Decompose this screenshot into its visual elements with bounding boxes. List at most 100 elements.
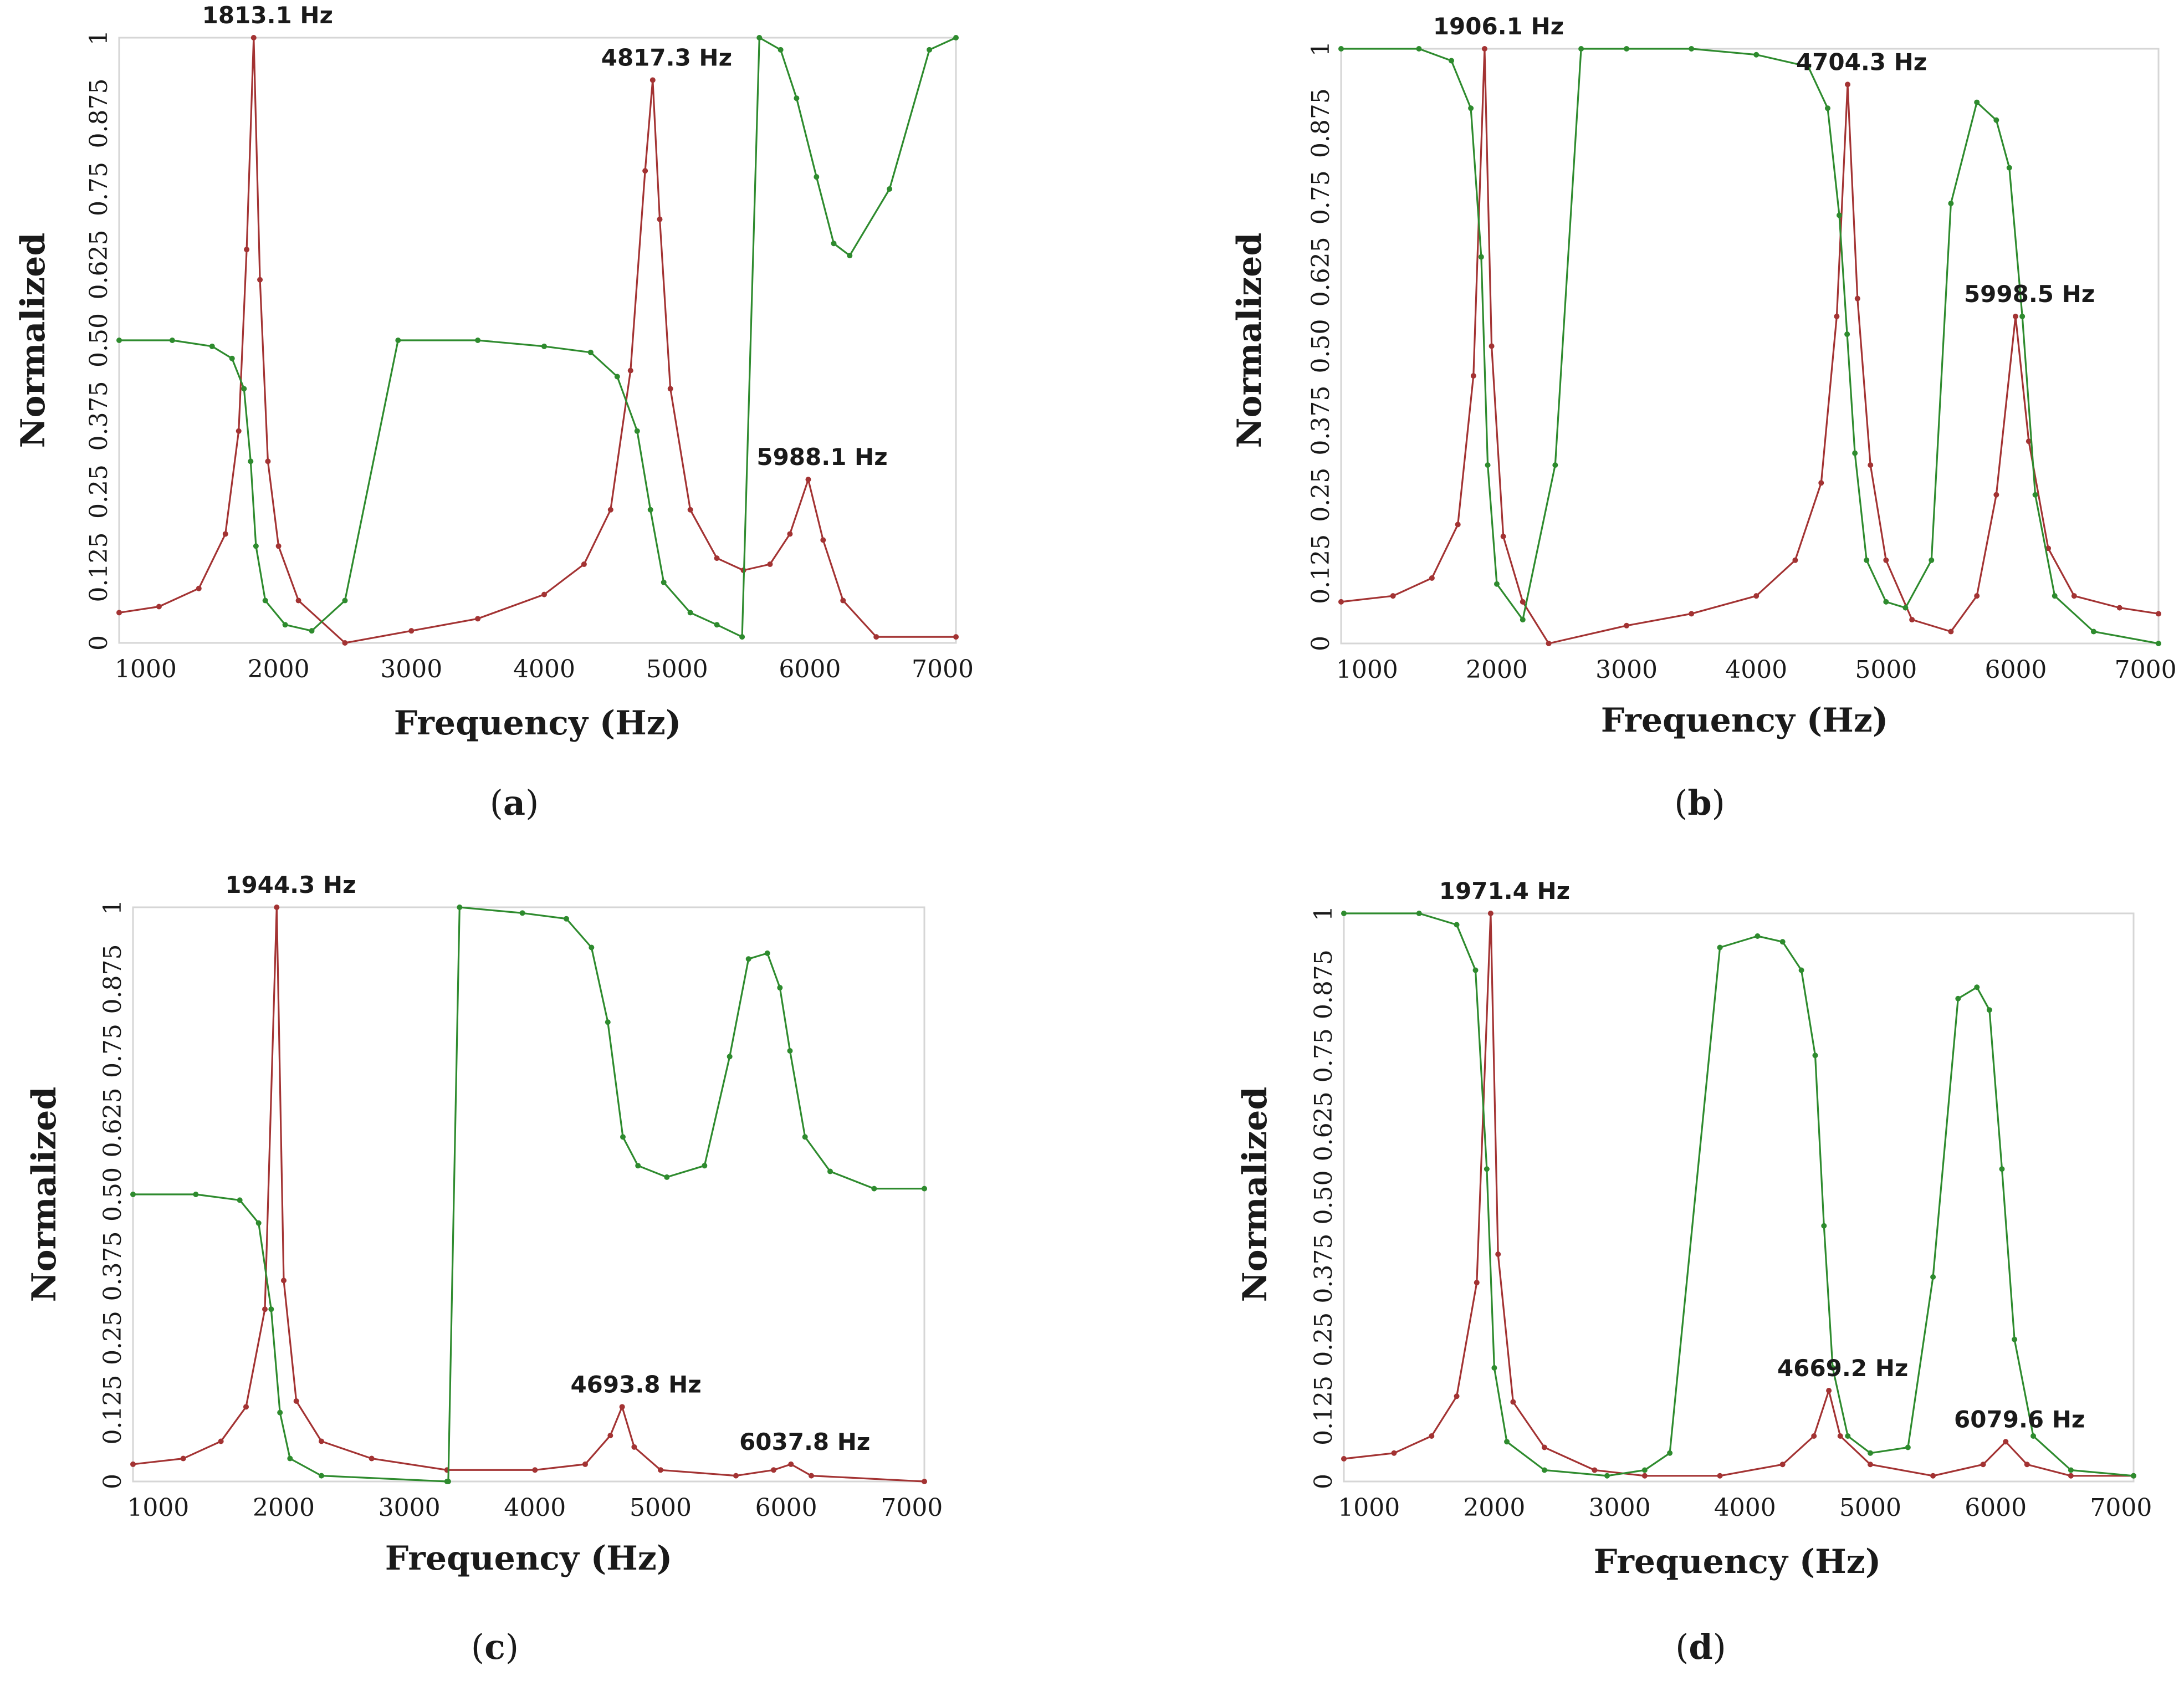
y-axis-title: Normalized bbox=[14, 233, 53, 448]
series-green-point bbox=[1753, 52, 1760, 58]
series-red-point bbox=[1510, 1399, 1516, 1405]
y-tick-label: 0.125 bbox=[1307, 534, 1335, 604]
x-tick-label: 3000 bbox=[380, 655, 442, 683]
peak-label: 4817.3 Hz bbox=[601, 44, 732, 71]
series-green-point bbox=[1755, 933, 1761, 939]
series-green-point bbox=[1948, 200, 1954, 206]
series-green-point bbox=[634, 428, 640, 434]
series-red-point bbox=[250, 35, 257, 40]
y-tick-label: 0 bbox=[1307, 636, 1335, 651]
series-red-point bbox=[1541, 1444, 1547, 1450]
series-red-point bbox=[1429, 575, 1435, 581]
series-red-point bbox=[1474, 1280, 1480, 1286]
peak-label: 1813.1 Hz bbox=[202, 2, 333, 29]
series-red-point bbox=[649, 77, 656, 83]
x-tick-label: 4000 bbox=[504, 1494, 566, 1522]
y-tick-label: 0.375 bbox=[1310, 1234, 1338, 1304]
series-green-point bbox=[1812, 1052, 1818, 1059]
series-red-point bbox=[1391, 1450, 1397, 1456]
series-red-point bbox=[1500, 533, 1506, 539]
series-red-point bbox=[274, 905, 280, 910]
series-red-point bbox=[1592, 1467, 1598, 1473]
series-red-point bbox=[607, 1433, 613, 1439]
series-red-point bbox=[2068, 1473, 2074, 1479]
x-tick-label: 3000 bbox=[379, 1494, 441, 1522]
series-red-point bbox=[116, 610, 122, 616]
x-tick-label: 7000 bbox=[881, 1494, 943, 1522]
series-red-point bbox=[1930, 1473, 1936, 1479]
y-tick-label: 0 bbox=[85, 635, 113, 651]
y-tick-label: 0.875 bbox=[99, 944, 127, 1014]
plot-frame bbox=[132, 906, 925, 1483]
series-green-point bbox=[169, 338, 175, 343]
series-red-point bbox=[1546, 641, 1552, 646]
series-red-point bbox=[1779, 1462, 1786, 1468]
series-green-point bbox=[953, 35, 959, 40]
peak-label: 4704.3 Hz bbox=[1796, 48, 1927, 75]
series-red-point bbox=[658, 1467, 663, 1473]
series-red-point bbox=[281, 1278, 287, 1284]
series-green-point bbox=[927, 47, 933, 53]
series-red-point bbox=[1826, 1388, 1832, 1393]
peak-label: 1906.1 Hz bbox=[1433, 13, 1564, 40]
series-red-point bbox=[2071, 593, 2077, 599]
series-green-point bbox=[209, 343, 215, 349]
y-tick-label: 1 bbox=[1310, 906, 1338, 921]
series-green-point bbox=[1830, 1365, 1836, 1371]
series-red-point bbox=[218, 1438, 224, 1444]
series-red-point bbox=[1868, 462, 1874, 468]
series-green-point bbox=[794, 95, 800, 101]
series-red-point bbox=[295, 597, 301, 604]
x-tick-label: 2000 bbox=[1463, 1494, 1525, 1522]
series-red-point bbox=[369, 1455, 375, 1462]
series-green-point bbox=[664, 1174, 670, 1180]
series-green-point bbox=[2052, 593, 2058, 599]
x-tick-label: 6000 bbox=[779, 655, 841, 683]
x-tick-label: 6000 bbox=[755, 1494, 817, 1522]
x-tick-label: 5000 bbox=[1855, 656, 1917, 684]
peak-label: 1944.3 Hz bbox=[225, 871, 356, 898]
x-tick-label: 2000 bbox=[1466, 656, 1528, 684]
y-tick-label: 0.75 bbox=[99, 1024, 127, 1078]
series-red-point bbox=[2045, 545, 2051, 551]
series-green-line bbox=[1341, 48, 2159, 645]
series-green-point bbox=[193, 1192, 199, 1197]
series-green-point bbox=[342, 597, 348, 604]
series-green-point bbox=[2068, 1467, 2074, 1473]
series-green-point bbox=[1798, 967, 1804, 973]
series-red-point bbox=[1980, 1462, 1986, 1468]
series-green-point bbox=[564, 916, 569, 922]
series-red-point bbox=[2026, 438, 2032, 444]
y-tick-label: 0.625 bbox=[99, 1088, 127, 1158]
series-green-point bbox=[1868, 1450, 1873, 1456]
series-green-point bbox=[1837, 212, 1843, 218]
series-green-point bbox=[229, 355, 235, 361]
series-green-point bbox=[605, 1019, 611, 1025]
series-green-point bbox=[745, 956, 751, 962]
series-green-point bbox=[778, 47, 784, 53]
panel-caption: (c) bbox=[471, 1627, 519, 1667]
series-green-point bbox=[1491, 1365, 1497, 1371]
y-tick-label: 0.125 bbox=[85, 533, 113, 602]
series-red-point bbox=[582, 1461, 588, 1467]
series-green-point bbox=[1999, 1166, 2005, 1172]
y-tick-label: 0.50 bbox=[99, 1167, 127, 1222]
series-green-point bbox=[1449, 58, 1455, 64]
series-red-point bbox=[2116, 605, 2122, 611]
series-green-point bbox=[702, 1163, 708, 1169]
peak-label: 5998.5 Hz bbox=[1964, 280, 2095, 308]
peak-label: 1971.4 Hz bbox=[1439, 877, 1570, 905]
x-tick-label: 1000 bbox=[127, 1494, 189, 1522]
series-green-point bbox=[1416, 911, 1422, 916]
series-red-point bbox=[265, 458, 271, 464]
y-tick-label: 0.25 bbox=[85, 464, 113, 519]
series-green-point bbox=[475, 338, 481, 343]
series-green-point bbox=[635, 1163, 641, 1169]
series-red-point bbox=[1341, 1456, 1347, 1462]
series-red-point bbox=[733, 1473, 739, 1479]
series-green-point bbox=[1493, 581, 1500, 587]
x-tick-label: 1000 bbox=[1338, 1494, 1400, 1522]
series-green-point bbox=[847, 253, 853, 259]
series-red-point bbox=[1792, 557, 1798, 563]
y-tick-label: 0.25 bbox=[1310, 1312, 1338, 1367]
